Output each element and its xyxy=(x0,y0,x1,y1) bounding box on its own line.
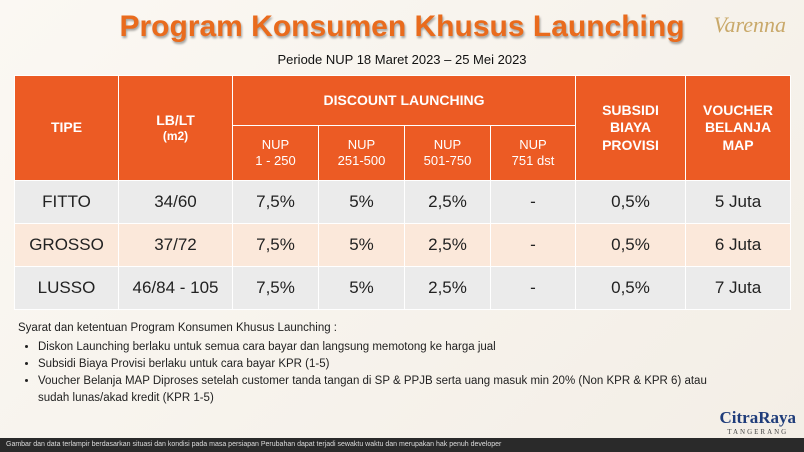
logo-sub: TANGERANG xyxy=(727,428,789,436)
header-line: NUP xyxy=(261,136,290,152)
header-cell: NUP 251-500 xyxy=(318,125,405,181)
table-cell: 34/60 xyxy=(118,180,233,224)
header-cell: TIPE xyxy=(14,75,119,181)
header-line: VOUCHER xyxy=(702,101,773,118)
logo-text: CitraRaya xyxy=(719,408,796,427)
header-line: LB/LT xyxy=(156,111,195,128)
header-line: NUP xyxy=(519,136,547,152)
table-cell: 7,5% xyxy=(232,223,319,267)
note-item: Diskon Launching berlaku untuk semua car… xyxy=(38,339,718,356)
table-cell: 0,5% xyxy=(575,266,686,310)
header-line: 751 dst xyxy=(511,153,555,168)
table-cell: 0,5% xyxy=(575,180,686,224)
table-cell: 7 Juta xyxy=(685,266,791,310)
promo-table: TIPE LB/LT (m2) DISCOUNT LAUNCHING SUBSID… xyxy=(14,75,791,310)
header-cell: DISCOUNT LAUNCHING xyxy=(232,75,576,126)
table-cell: 2,5% xyxy=(404,180,491,224)
header-cell: SUBSIDI BIAYA PROVISI xyxy=(575,75,686,181)
note-item: Voucher Belanja MAP Diproses setelah cus… xyxy=(38,373,718,407)
note-item: Subsidi Biaya Provisi berlaku untuk cara… xyxy=(38,356,718,373)
header-line: NUP xyxy=(347,136,376,152)
table-cell: FITTO xyxy=(14,180,119,224)
header-line: MAP xyxy=(722,136,754,153)
table-cell: 2,5% xyxy=(404,266,491,310)
header-line: BELANJA xyxy=(704,119,772,136)
table-cell: - xyxy=(490,266,576,310)
table-cell: 0,5% xyxy=(575,223,686,267)
table-row: LUSSO 46/84 - 105 7,5% 5% 2,5% -0,5% 7 Juta xyxy=(14,266,791,310)
notes-list: Diskon Launching berlaku untuk semua car… xyxy=(18,339,718,407)
table-cell: 7,5% xyxy=(232,266,319,310)
table-cell: 46/84 - 105 xyxy=(118,266,233,310)
header-line: BIAYA xyxy=(610,119,651,136)
table-cell: 2,5% xyxy=(404,223,491,267)
header-line: PROVISI xyxy=(602,136,659,153)
notes-intro: Syarat dan ketentuan Program Konsumen Kh… xyxy=(18,322,338,334)
title: Program Konsumen Khusus Launching xyxy=(119,10,685,43)
table-row: GROSSO 37/72 7,5% 5% 2,5% -0,5% 6 Juta xyxy=(14,223,791,267)
table-cell: LUSSO xyxy=(14,266,119,310)
developer-logo: CitraRaya TANGERANG xyxy=(720,408,796,436)
table-row: FITTO 34/60 7,5% 5% 2,5% -0,5% 5 Juta xyxy=(14,180,791,224)
table-cell: 37/72 xyxy=(118,223,233,267)
header-line: (m2) xyxy=(162,129,189,144)
header-line: NUP xyxy=(433,136,462,152)
table-cell: 7,5% xyxy=(232,180,319,224)
header-line: 251-500 xyxy=(337,153,386,168)
table-cell: GROSSO xyxy=(14,223,119,267)
footer: Gambar dan data terlampir berdasarkan si… xyxy=(0,438,804,452)
header-cell: NUP 751 dst xyxy=(490,125,576,181)
notes: Syarat dan ketentuan Program Konsumen Kh… xyxy=(18,320,718,407)
table-cell: 6 Juta xyxy=(685,223,791,267)
table-cell: 5% xyxy=(318,180,405,224)
header-cell: LB/LT (m2) xyxy=(118,75,233,181)
table-cell: 5 Juta xyxy=(685,180,791,224)
header-line: SUBSIDI xyxy=(602,101,659,118)
brand-logo: Varenna xyxy=(713,12,786,37)
table-cell: - xyxy=(490,223,576,267)
header-line: 501-750 xyxy=(423,153,472,168)
header-line: 1 - 250 xyxy=(255,153,296,168)
header-cell: VOUCHER BELANJA MAP xyxy=(685,75,791,181)
subtitle: Periode NUP 18 Maret 2023 – 25 Mei 2023 xyxy=(277,52,527,67)
header-cell: NUP 501-750 xyxy=(404,125,491,181)
table-cell: 5% xyxy=(318,223,405,267)
table-cell: 5% xyxy=(318,266,405,310)
header-cell: NUP 1 - 250 xyxy=(232,125,319,181)
table-cell: - xyxy=(490,180,576,224)
